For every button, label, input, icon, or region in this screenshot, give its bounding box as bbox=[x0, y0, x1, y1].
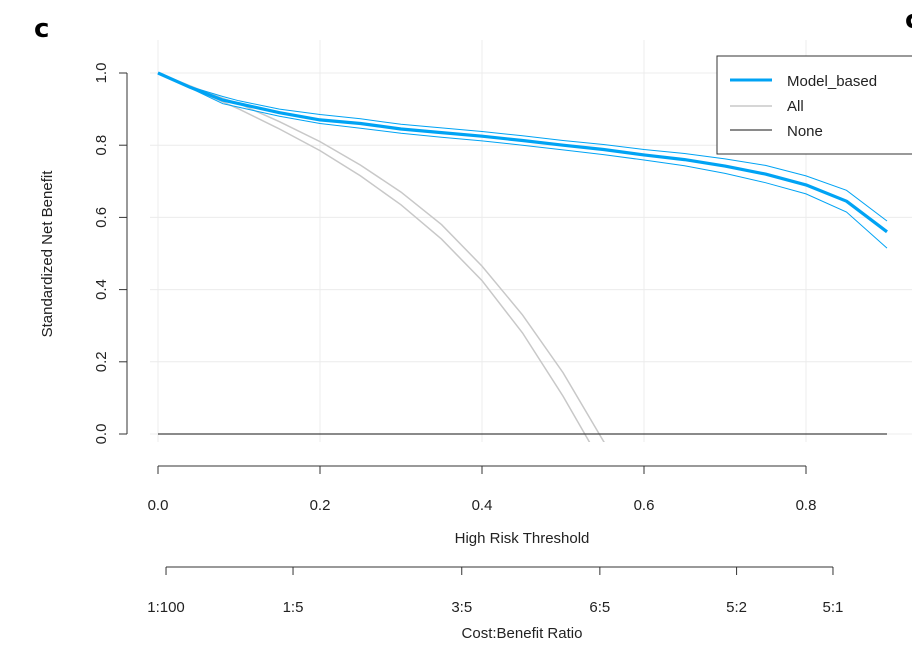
cost-benefit-axis: 1:100 1:5 3:5 6:5 5:2 5:1 bbox=[147, 566, 844, 616]
x-tick-label-0: 0.0 bbox=[148, 497, 169, 514]
legend-box bbox=[716, 55, 912, 155]
y-tick-label-1: 0.2 bbox=[93, 351, 110, 372]
cost-benefit-axis-title: Cost:Benefit Ratio bbox=[462, 625, 583, 642]
x-axis-title: High Risk Threshold bbox=[455, 530, 590, 547]
cost-benefit-tick-label-0: 1:100 bbox=[147, 599, 185, 616]
series-layer bbox=[157, 71, 888, 442]
legend-label-model: Model_based bbox=[787, 73, 877, 90]
cost-benefit-tick-label-4: 5:2 bbox=[726, 599, 747, 616]
legend-label-none: None bbox=[787, 123, 823, 140]
series-all-lower bbox=[157, 72, 591, 442]
panel-label: c bbox=[34, 14, 49, 44]
y-axis-title: Standardized Net Benefit bbox=[39, 170, 56, 338]
legend-label-all: All bbox=[787, 98, 804, 115]
x-tick-label-2: 0.4 bbox=[472, 497, 493, 514]
y-tick-label-2: 0.4 bbox=[93, 279, 110, 300]
x-tick-label-3: 0.6 bbox=[634, 497, 655, 514]
panel-label-right: c bbox=[905, 5, 912, 35]
series-model-line bbox=[157, 71, 888, 234]
legend: Model_based All None bbox=[716, 55, 912, 155]
x-tick-label-4: 0.8 bbox=[796, 497, 817, 514]
y-tick-label-3: 0.6 bbox=[93, 207, 110, 228]
series-model-lower bbox=[157, 72, 888, 249]
cost-benefit-tick-label-2: 3:5 bbox=[451, 599, 472, 616]
y-tick-label-4: 0.8 bbox=[93, 135, 110, 156]
series-model-upper bbox=[157, 72, 888, 222]
cost-benefit-tick-label-5: 5:1 bbox=[823, 599, 844, 616]
cost-benefit-tick-label-1: 1:5 bbox=[283, 599, 304, 616]
y-tick-label-5: 1.0 bbox=[93, 63, 110, 84]
cost-benefit-tick-label-3: 6:5 bbox=[589, 599, 610, 616]
x-tick-label-1: 0.2 bbox=[310, 497, 331, 514]
x-axis: 0.0 0.2 0.4 0.6 0.8 bbox=[148, 465, 817, 514]
y-tick-label-0: 0.0 bbox=[93, 424, 110, 445]
y-axis: 0.0 0.2 0.4 0.6 0.8 1.0 bbox=[93, 63, 128, 445]
plot-area bbox=[157, 71, 888, 442]
